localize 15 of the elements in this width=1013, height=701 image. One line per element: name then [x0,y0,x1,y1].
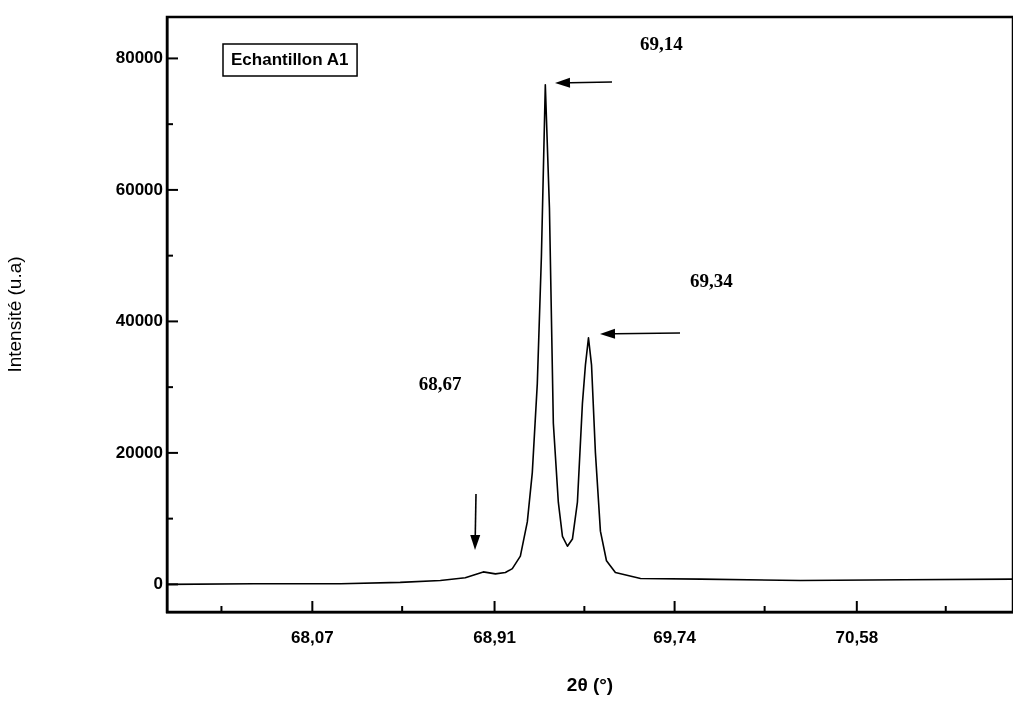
y-tick-label: 0 [153,574,163,594]
y-tick-label: 60000 [115,179,163,199]
y-axis-title: Intensité (u.a) [3,256,25,373]
x-tick-label: 70,58 [835,627,879,647]
x-tick-label: 68,91 [473,627,516,647]
x-tick-label: 68,07 [291,627,334,647]
x-axis-title: 2θ (°) [566,673,614,695]
annotation: 68,67 [418,372,462,394]
y-tick-label: 40000 [115,311,163,331]
annotation: 69,34 [690,269,734,291]
annotation: 69,14 [640,32,684,54]
x-tick-label: 69,74 [653,627,697,647]
y-tick-label: 80000 [115,48,163,68]
y-tick-label: 20000 [115,442,163,462]
annotation: Echantillon A1 [231,49,349,69]
